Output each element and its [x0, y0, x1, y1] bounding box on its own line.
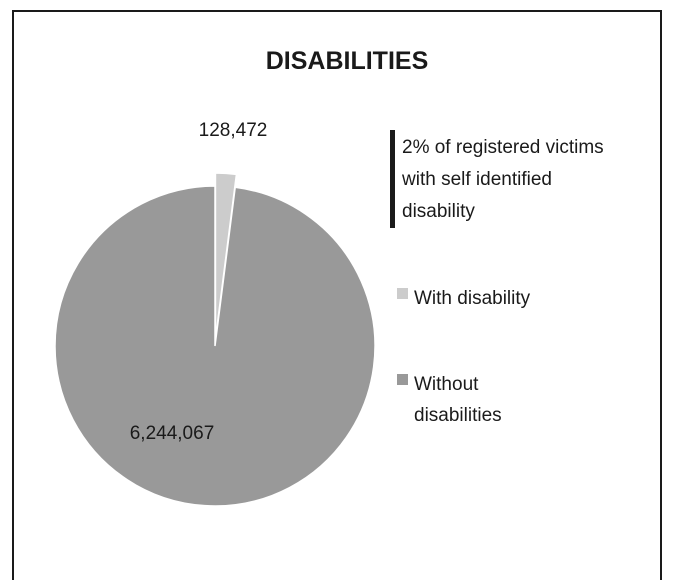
- legend: With disability Without disabilities: [397, 288, 531, 426]
- legend-label-without-line-1: Without: [414, 374, 479, 395]
- legend-label-with-disability: With disability: [414, 288, 531, 309]
- legend-swatch-without-disabilities: [397, 374, 408, 385]
- annotation-line-1: 2% of registered victims: [402, 137, 604, 158]
- legend-swatch-with-disability: [397, 288, 408, 299]
- legend-label-without-line-2: disabilities: [414, 405, 502, 426]
- annotation-bar: [390, 130, 395, 228]
- data-label-with-disability: 128,472: [199, 120, 268, 141]
- annotation-line-3: disability: [402, 201, 475, 222]
- annotation-text: 2% of registered victims with self ident…: [401, 137, 609, 222]
- annotation-line-2: with self identified: [401, 169, 552, 190]
- chart-title: DISABILITIES: [266, 47, 429, 75]
- pie-slice-without-disabilities: [54, 185, 376, 507]
- legend-label-without-disabilities: Without disabilities: [414, 374, 502, 426]
- data-label-without-disabilities: 6,244,067: [130, 423, 215, 444]
